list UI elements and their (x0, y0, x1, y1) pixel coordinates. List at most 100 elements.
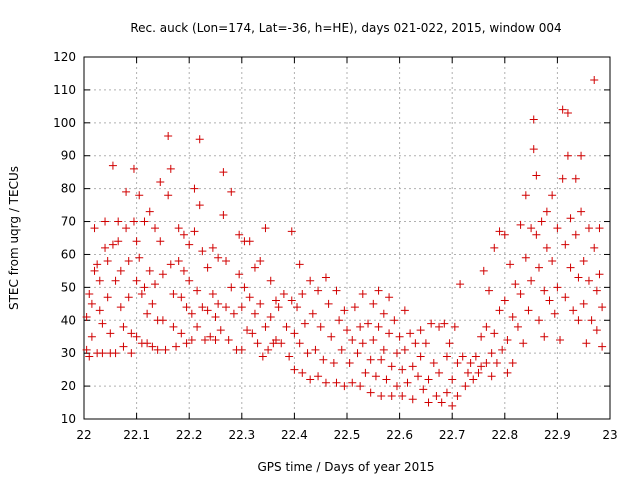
data-point (103, 257, 112, 266)
data-point (156, 237, 165, 246)
y-tick-label: 80 (61, 182, 76, 196)
data-point (477, 332, 486, 341)
data-point (561, 293, 570, 302)
data-point (416, 352, 425, 361)
data-point (577, 207, 586, 216)
data-point (598, 342, 607, 351)
x-tick-label: 22.3 (228, 428, 255, 442)
data-point (216, 326, 225, 335)
data-point (398, 365, 407, 374)
data-point (164, 131, 173, 140)
data-point (114, 237, 123, 246)
data-point (432, 391, 441, 400)
data-point (579, 299, 588, 308)
data-point (211, 312, 220, 321)
data-point (314, 372, 323, 381)
data-point (253, 339, 262, 348)
data-point (400, 345, 409, 354)
data-point (519, 339, 528, 348)
data-point (374, 286, 383, 295)
data-point (235, 270, 244, 279)
data-point (540, 286, 549, 295)
x-tick-label: 22.8 (491, 428, 518, 442)
data-point (406, 329, 415, 338)
data-point (356, 382, 365, 391)
data-point (587, 316, 596, 325)
data-point (474, 368, 483, 377)
data-point (332, 378, 341, 387)
data-point (563, 108, 572, 117)
data-point (416, 326, 425, 335)
data-point (458, 352, 467, 361)
data-point (158, 270, 167, 279)
data-point (148, 342, 157, 351)
data-point (574, 273, 583, 282)
data-point (553, 224, 562, 233)
data-point (279, 289, 288, 298)
data-point (537, 217, 546, 226)
data-point (490, 329, 499, 338)
data-point (414, 372, 423, 381)
data-point (137, 289, 146, 298)
data-point (145, 207, 154, 216)
data-point (256, 257, 265, 266)
data-point (321, 378, 330, 387)
data-point (442, 352, 451, 361)
data-point (172, 342, 181, 351)
data-point (93, 260, 102, 269)
y-tick-label: 20 (61, 379, 76, 393)
data-point (98, 319, 107, 328)
data-point (306, 375, 315, 384)
data-point (271, 336, 280, 345)
data-point (198, 247, 207, 256)
data-point (135, 191, 144, 200)
data-point (592, 286, 601, 295)
data-point (222, 303, 231, 312)
data-point (529, 115, 538, 124)
data-point (200, 336, 209, 345)
data-point (190, 227, 199, 236)
y-tick-label: 90 (61, 149, 76, 163)
data-point (151, 224, 160, 233)
data-point (101, 243, 110, 252)
x-axis-label: GPS time / Days of year 2015 (257, 460, 434, 474)
data-point (477, 362, 486, 371)
data-point (532, 230, 541, 239)
data-point (95, 306, 104, 315)
x-tick-label: 22.4 (281, 428, 308, 442)
data-point (298, 289, 307, 298)
data-point (566, 214, 575, 223)
data-point (569, 306, 578, 315)
data-point (584, 224, 593, 233)
data-point (348, 378, 357, 387)
data-point (358, 339, 367, 348)
data-point (442, 388, 451, 397)
data-point (208, 243, 217, 252)
data-point (250, 309, 259, 318)
x-tick-label: 22.7 (439, 428, 466, 442)
data-point (542, 243, 551, 252)
data-point (266, 312, 275, 321)
data-point (524, 306, 533, 315)
data-point (527, 276, 536, 285)
data-point (453, 391, 462, 400)
data-point (151, 280, 160, 289)
data-point (482, 322, 491, 331)
data-point (127, 329, 136, 338)
data-point (177, 293, 186, 302)
data-point (440, 319, 449, 328)
data-point (595, 224, 604, 233)
data-point (445, 339, 454, 348)
data-point (364, 319, 373, 328)
data-point (211, 336, 220, 345)
data-point (314, 286, 323, 295)
data-point (295, 339, 304, 348)
data-point (140, 217, 149, 226)
data-point (437, 398, 446, 407)
data-point (435, 368, 444, 377)
data-point (392, 349, 401, 358)
data-point (408, 395, 417, 404)
data-point (487, 372, 496, 381)
data-point (124, 293, 133, 302)
